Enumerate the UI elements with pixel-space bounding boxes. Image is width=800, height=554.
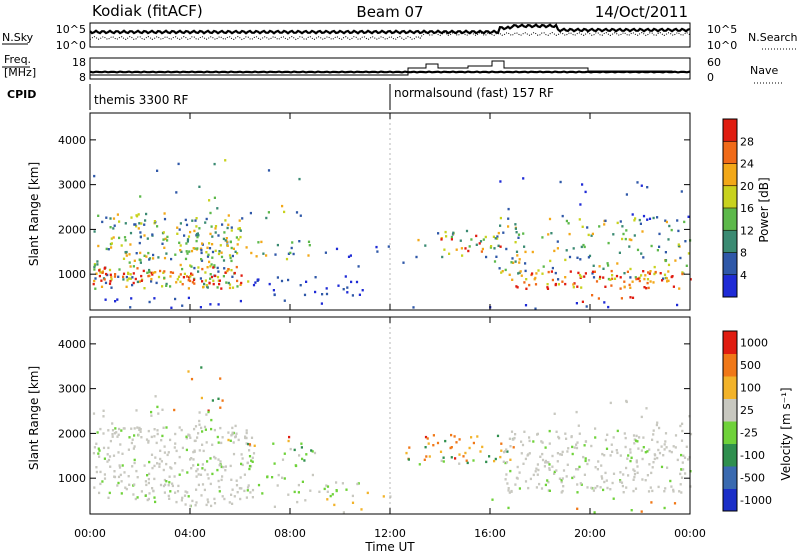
station-title: Kodiak (fitACF) [92, 2, 203, 20]
velocity-colorbar-swatch [723, 421, 737, 444]
power-colorbar-tick-5: 24 [740, 158, 754, 171]
power-ylabel: Slant Range [km] [27, 162, 41, 266]
velocity-xtick-2: 08:00 [274, 527, 306, 540]
power-colorbar: 4 8 12 16 20 24 28 [722, 118, 754, 298]
power-colorbar-label: Power [dB] [757, 177, 771, 242]
noise-panel: N.Sky 10^5 10^0 10^5 10^0 N.Search [2, 22, 798, 52]
freq-unit: [MHz] [4, 66, 36, 79]
velocity-xtick-1: 04:00 [174, 527, 206, 540]
noise-tick-bottom-left: 10^0 [56, 39, 86, 52]
nave-tick-bottom: 0 [707, 71, 714, 84]
velocity-ytick-1: 2000 [58, 427, 86, 440]
velocity-ytick-2: 3000 [58, 383, 86, 396]
power-ytick-1: 2000 [58, 223, 86, 236]
nave-tick-top: 60 [707, 56, 721, 69]
power-colorbar-tick-1: 8 [740, 247, 747, 260]
freq-nave-panel: Freq. [MHz] 18 8 60 0 Nave [2, 53, 782, 84]
velocity-colorbar-swatch [723, 331, 737, 354]
velocity-colorbar-tick-6: -500 [740, 471, 765, 484]
power-colorbar-tick-4: 20 [740, 180, 754, 193]
power-colorbar-swatch [723, 163, 737, 187]
power-colorbar-swatch [723, 141, 737, 164]
noise-tick-top-left: 10^5 [56, 23, 86, 36]
power-ytick-2: 3000 [58, 179, 86, 192]
power-ytick-3: 4000 [58, 134, 86, 147]
velocity-colorbar-tick-0: 1000 [740, 336, 768, 349]
cpid-label: CPID [7, 88, 36, 101]
power-colorbar-swatch [723, 252, 737, 276]
nsky-label: N.Sky [2, 31, 34, 44]
velocity-colorbar-tick-7: -1000 [740, 494, 772, 507]
freq-tick-bottom: 8 [79, 71, 86, 84]
nsearch-label: N.Search [748, 31, 798, 44]
nave-label: Nave [750, 64, 778, 77]
velocity-colorbar-swatch [723, 466, 737, 489]
power-heatmap [92, 159, 692, 310]
velocity-colorbar-swatch [723, 398, 737, 422]
velocity-ytick-3: 4000 [58, 338, 86, 351]
velocity-colorbar-swatch [723, 488, 737, 512]
velocity-colorbar-label: Velocity [m s⁻¹] [779, 387, 793, 480]
power-colorbar-tick-3: 16 [740, 202, 754, 215]
freq-label: Freq. [4, 53, 31, 66]
velocity-colorbar-tick-3: 25 [740, 404, 754, 417]
velocity-colorbar-swatch [723, 443, 737, 467]
velocity-colorbar-swatch [723, 353, 737, 377]
date-title: 14/Oct/2011 [595, 3, 688, 21]
power-colorbar-swatch [723, 274, 737, 298]
cpid-segment-2: normalsound (fast) 157 RF [394, 86, 554, 100]
velocity-colorbar-tick-1: 500 [740, 359, 761, 372]
velocity-ylabel: Slant Range [km] [27, 366, 41, 470]
noise-tick-top-right: 10^5 [707, 23, 737, 36]
velocity-xtick-4: 16:00 [474, 527, 506, 540]
power-colorbar-swatch [723, 119, 737, 142]
velocity-colorbar-swatch [723, 376, 737, 399]
velocity-xlabel: Time UT [364, 540, 415, 554]
velocity-xtick-3: 12:00 [374, 527, 406, 540]
power-colorbar-tick-2: 12 [740, 224, 754, 237]
velocity-xtick-6: 00:00 [674, 527, 706, 540]
beam-title: Beam 07 [356, 3, 423, 21]
power-ytick-0: 1000 [58, 268, 86, 281]
velocity-colorbar: 1000 500 100 25 -25 -100 -500 -1000 [722, 330, 772, 512]
power-colorbar-tick-0: 4 [740, 269, 747, 282]
velocity-ytick-0: 1000 [58, 472, 86, 485]
freq-tick-top: 18 [72, 56, 86, 69]
velocity-colorbar-tick-4: -25 [740, 426, 758, 439]
noise-tick-bottom-right: 10^0 [707, 39, 737, 52]
velocity-xtick-5: 20:00 [574, 527, 606, 540]
cpid-segment-1: themis 3300 RF [94, 93, 188, 107]
cpid-panel: CPID themis 3300 RF normalsound (fast) 1… [7, 84, 554, 110]
velocity-colorbar-tick-2: 100 [740, 381, 761, 394]
velocity-heatmap [92, 366, 693, 514]
velocity-panel: 1000 2000 3000 4000 Slant Range [km] 1000 50… [27, 113, 793, 554]
power-panel: 1000 2000 3000 4000 Slant Range [km] 4 8 12 16… [27, 112, 771, 311]
power-colorbar-swatch [723, 230, 737, 253]
velocity-xtick-0: 00:00 [74, 527, 106, 540]
power-colorbar-swatch [723, 185, 737, 209]
power-colorbar-swatch [723, 208, 737, 231]
velocity-colorbar-tick-5: -100 [740, 449, 765, 462]
power-colorbar-tick-6: 28 [740, 135, 754, 148]
